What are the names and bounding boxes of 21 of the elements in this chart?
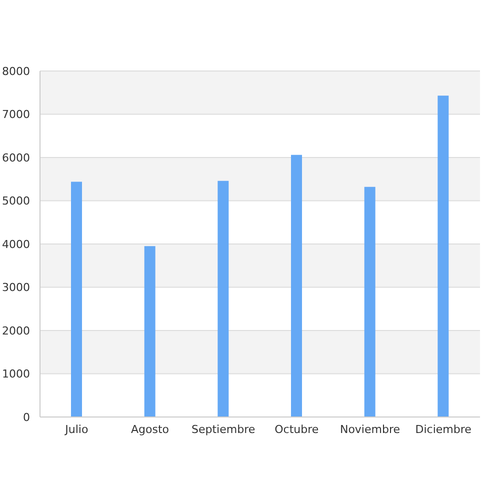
x-tick-label: Agosto [130,422,170,436]
bar [218,180,229,417]
x-tick-label: Julio [64,422,88,436]
bar [364,186,376,417]
y-tick-label: 0 [23,410,30,424]
bar [438,96,449,417]
bar [71,182,82,417]
y-tick-label: 8000 [2,64,30,78]
y-tick-label: 6000 [2,151,30,164]
bar [291,154,302,417]
y-tick-label: 4000 [2,238,30,251]
y-tick-label: 3000 [2,281,30,294]
y-tick-label: 5000 [2,194,30,208]
x-tick-label: Septiembre [192,422,256,436]
y-tick-label: 1000 [2,368,30,381]
y-tick-label: 7000 [2,108,30,122]
x-tick-label: Octubre [274,422,319,436]
y-tick-label: 2000 [2,324,30,338]
x-tick-label: Diciembre [415,422,472,436]
bar [144,246,156,417]
x-tick-label: Noviembre [340,422,400,436]
